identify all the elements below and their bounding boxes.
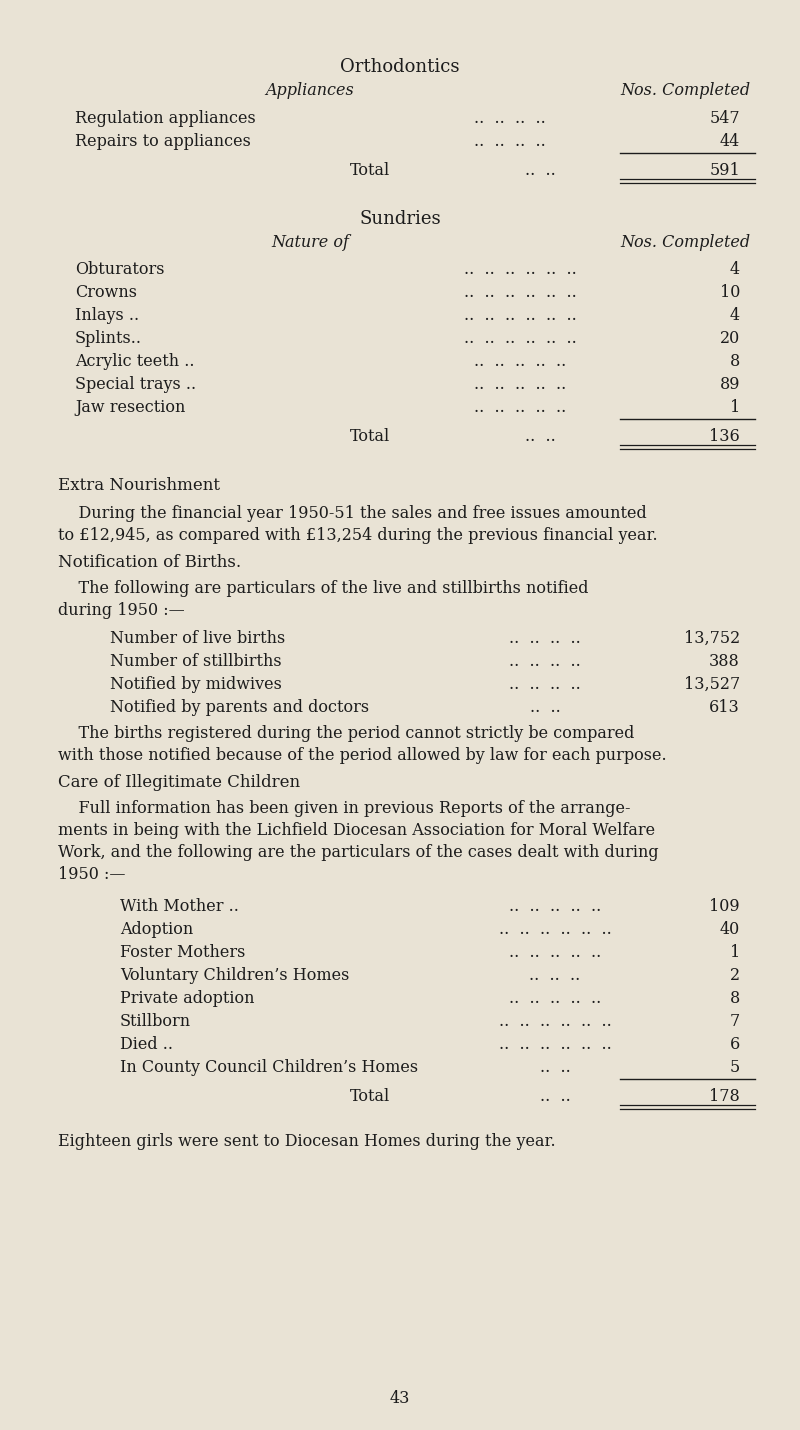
Text: 547: 547 <box>710 110 740 127</box>
Text: With Mother ..: With Mother .. <box>120 898 239 915</box>
Text: 5: 5 <box>730 1060 740 1075</box>
Text: ..  ..  ..: .. .. .. <box>530 967 581 984</box>
Text: 13,527: 13,527 <box>684 676 740 694</box>
Text: Extra Nourishment: Extra Nourishment <box>58 478 220 493</box>
Text: Total: Total <box>350 1088 390 1105</box>
Text: 4: 4 <box>730 307 740 325</box>
Text: Repairs to appliances: Repairs to appliances <box>75 133 251 150</box>
Text: ..  ..: .. .. <box>530 699 560 716</box>
Text: Total: Total <box>350 428 390 445</box>
Text: ..  ..: .. .. <box>540 1088 570 1105</box>
Text: 109: 109 <box>710 898 740 915</box>
Text: 6: 6 <box>730 1035 740 1052</box>
Text: Crowns: Crowns <box>75 285 137 300</box>
Text: In County Council Children’s Homes: In County Council Children’s Homes <box>120 1060 418 1075</box>
Text: Special trays ..: Special trays .. <box>75 376 196 393</box>
Text: 1950 :—: 1950 :— <box>58 867 126 882</box>
Text: 10: 10 <box>720 285 740 300</box>
Text: 1: 1 <box>730 399 740 416</box>
Text: ..  ..  ..  ..  ..  ..: .. .. .. .. .. .. <box>498 1035 611 1052</box>
Text: ..  ..  ..  ..  ..  ..: .. .. .. .. .. .. <box>464 330 576 347</box>
Text: ..  ..  ..  ..  ..: .. .. .. .. .. <box>509 944 601 961</box>
Text: Work, and the following are the particulars of the cases dealt with during: Work, and the following are the particul… <box>58 844 658 861</box>
Text: Voluntary Children’s Homes: Voluntary Children’s Homes <box>120 967 350 984</box>
Text: ..  ..  ..  ..  ..: .. .. .. .. .. <box>509 898 601 915</box>
Text: with those notified because of the period allowed by law for each purpose.: with those notified because of the perio… <box>58 746 666 764</box>
Text: 89: 89 <box>719 376 740 393</box>
Text: 2: 2 <box>730 967 740 984</box>
Text: ..  ..  ..  ..  ..  ..: .. .. .. .. .. .. <box>464 262 576 277</box>
Text: 4: 4 <box>730 262 740 277</box>
Text: Notified by midwives: Notified by midwives <box>110 676 282 694</box>
Text: 20: 20 <box>720 330 740 347</box>
Text: Orthodontics: Orthodontics <box>340 59 460 76</box>
Text: The births registered during the period cannot strictly be compared: The births registered during the period … <box>58 725 634 742</box>
Text: Stillborn: Stillborn <box>120 1012 191 1030</box>
Text: 8: 8 <box>730 990 740 1007</box>
Text: Regulation appliances: Regulation appliances <box>75 110 256 127</box>
Text: Nos. Completed: Nos. Completed <box>620 82 750 99</box>
Text: ..  ..: .. .. <box>525 162 555 179</box>
Text: Adoption: Adoption <box>120 921 194 938</box>
Text: Full information has been given in previous Reports of the arrange-: Full information has been given in previ… <box>58 799 630 817</box>
Text: to £12,945, as compared with £13,254 during the previous financial year.: to £12,945, as compared with £13,254 dur… <box>58 528 658 543</box>
Text: 178: 178 <box>710 1088 740 1105</box>
Text: during 1950 :—: during 1950 :— <box>58 602 185 619</box>
Text: Notification of Births.: Notification of Births. <box>58 553 241 571</box>
Text: 388: 388 <box>710 654 740 671</box>
Text: Jaw resection: Jaw resection <box>75 399 186 416</box>
Text: Number of stillbirths: Number of stillbirths <box>110 654 282 671</box>
Text: Inlays ..: Inlays .. <box>75 307 139 325</box>
Text: Notified by parents and doctors: Notified by parents and doctors <box>110 699 369 716</box>
Text: ..  ..  ..  ..  ..: .. .. .. .. .. <box>509 990 601 1007</box>
Text: Splints..: Splints.. <box>75 330 142 347</box>
Text: Private adoption: Private adoption <box>120 990 254 1007</box>
Text: Nature of: Nature of <box>271 235 349 252</box>
Text: ..  ..  ..  ..  ..  ..: .. .. .. .. .. .. <box>498 921 611 938</box>
Text: Obturators: Obturators <box>75 262 165 277</box>
Text: Died ..: Died .. <box>120 1035 173 1052</box>
Text: 44: 44 <box>720 133 740 150</box>
Text: Number of live births: Number of live births <box>110 631 286 646</box>
Text: Appliances: Appliances <box>266 82 354 99</box>
Text: During the financial year 1950-51 the sales and free issues amounted: During the financial year 1950-51 the sa… <box>58 505 646 522</box>
Text: ..  ..  ..  ..  ..: .. .. .. .. .. <box>474 376 566 393</box>
Text: 1: 1 <box>730 944 740 961</box>
Text: 136: 136 <box>710 428 740 445</box>
Text: Nos. Completed: Nos. Completed <box>620 235 750 252</box>
Text: Acrylic teeth ..: Acrylic teeth .. <box>75 353 194 370</box>
Text: 13,752: 13,752 <box>684 631 740 646</box>
Text: 613: 613 <box>710 699 740 716</box>
Text: ..  ..  ..  ..: .. .. .. .. <box>509 631 581 646</box>
Text: ..  ..  ..  ..: .. .. .. .. <box>509 654 581 671</box>
Text: Foster Mothers: Foster Mothers <box>120 944 246 961</box>
Text: ..  ..  ..  ..  ..  ..: .. .. .. .. .. .. <box>464 285 576 300</box>
Text: ments in being with the Lichfield Diocesan Association for Moral Welfare: ments in being with the Lichfield Dioces… <box>58 822 655 839</box>
Text: ..  ..  ..  ..: .. .. .. .. <box>509 676 581 694</box>
Text: ..  ..  ..  ..  ..  ..: .. .. .. .. .. .. <box>498 1012 611 1030</box>
Text: ..  ..: .. .. <box>525 428 555 445</box>
Text: 7: 7 <box>730 1012 740 1030</box>
Text: ..  ..  ..  ..  ..  ..: .. .. .. .. .. .. <box>464 307 576 325</box>
Text: 8: 8 <box>730 353 740 370</box>
Text: 40: 40 <box>720 921 740 938</box>
Text: Care of Illegitimate Children: Care of Illegitimate Children <box>58 774 300 791</box>
Text: Eighteen girls were sent to Diocesan Homes during the year.: Eighteen girls were sent to Diocesan Hom… <box>58 1133 556 1150</box>
Text: 591: 591 <box>710 162 740 179</box>
Text: The following are particulars of the live and stillbirths notified: The following are particulars of the liv… <box>58 581 589 596</box>
Text: ..  ..  ..  ..  ..: .. .. .. .. .. <box>474 353 566 370</box>
Text: ..  ..  ..  ..  ..: .. .. .. .. .. <box>474 399 566 416</box>
Text: ..  ..  ..  ..: .. .. .. .. <box>474 133 546 150</box>
Text: Sundries: Sundries <box>359 210 441 227</box>
Text: ..  ..  ..  ..: .. .. .. .. <box>474 110 546 127</box>
Text: 43: 43 <box>390 1390 410 1407</box>
Text: ..  ..: .. .. <box>540 1060 570 1075</box>
Text: Total: Total <box>350 162 390 179</box>
